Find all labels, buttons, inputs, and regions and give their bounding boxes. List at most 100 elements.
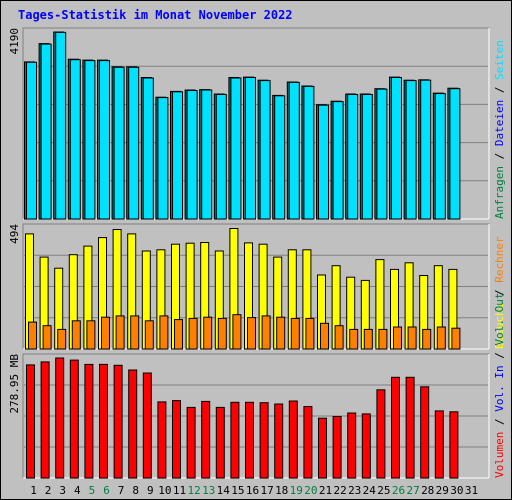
bar-volumen-day-22 — [332, 416, 342, 479]
bar-dateien-day-10 — [157, 97, 169, 220]
bar-volumen-day-26 — [391, 376, 400, 479]
bar-rechner-day-16 — [247, 317, 256, 350]
bar-volumen-day-25 — [376, 389, 386, 479]
bar-dateien-day-8 — [128, 66, 140, 220]
bar-rechner-day-14 — [217, 317, 227, 350]
x-tick-label-day-23: 23 — [348, 484, 361, 497]
legend-entry: Vol. Out — [493, 293, 506, 346]
chart-title: Tages-Statistik im Monat November 2022 — [18, 8, 293, 22]
bar-rechner-day-18 — [276, 316, 286, 350]
bar-volumen-day-2 — [40, 361, 50, 479]
x-tick-label-day-9: 9 — [147, 484, 154, 497]
x-axis-labels: 1 2 3 4 5 6 7 8 9 10 11 12 13 14 15 16 17 18 19 20 21 22 23 24 2… — [30, 484, 478, 497]
x-tick-label-day-13: 13 — [202, 484, 215, 497]
bar-rechner-day-8 — [130, 315, 140, 350]
bar-rechner-day-4 — [71, 320, 81, 350]
legend-entry: / — [493, 412, 506, 432]
bar-volumen-day-12 — [186, 406, 196, 479]
legend-volume: Volumen / Vol. In / Vol. Out — [493, 293, 506, 478]
x-tick-label-day-31: 31 — [465, 484, 478, 497]
x-tick-label-day-17: 17 — [260, 484, 273, 497]
bar-dateien-day-26 — [391, 77, 402, 220]
bar-rechner-day-25 — [378, 328, 388, 350]
y-max-label-volume: 278.95 MB — [8, 354, 21, 414]
bar-rechner-day-29 — [436, 326, 446, 350]
bar-rechner-day-21 — [320, 322, 329, 350]
bar-dateien-day-17 — [259, 80, 271, 220]
series-rechner — [28, 314, 461, 350]
x-tick-label-day-25: 25 — [377, 484, 390, 497]
bar-dateien-day-27 — [405, 80, 417, 220]
bar-rechner-day-7 — [115, 315, 125, 350]
bar-volumen-day-6 — [99, 363, 108, 479]
y-max-label-hits: 4190 — [8, 28, 21, 55]
bar-dateien-day-30 — [449, 88, 461, 220]
bar-volumen-day-1 — [26, 364, 35, 479]
series-volumen — [26, 357, 459, 479]
legend-entry: Volumen — [493, 432, 506, 478]
bar-volumen-day-15 — [230, 401, 240, 479]
bar-dateien-day-1 — [26, 61, 37, 220]
legend-visits: Besuche / Rechner — [493, 236, 506, 349]
bar-dateien-day-13 — [201, 89, 213, 220]
bar-volumen-day-21 — [318, 417, 327, 479]
bar-rechner-day-2 — [42, 325, 52, 350]
x-tick-label-day-20: 20 — [304, 484, 317, 497]
x-tick-label-day-29: 29 — [436, 484, 449, 497]
x-tick-label-day-27: 27 — [406, 484, 419, 497]
bar-dateien-day-11 — [172, 91, 183, 220]
bar-dateien-day-9 — [142, 77, 154, 220]
bar-rechner-day-13 — [203, 316, 213, 350]
x-tick-label-day-6: 6 — [103, 484, 110, 497]
bar-volumen-day-29 — [434, 410, 444, 479]
bar-volumen-day-23 — [347, 412, 357, 479]
bar-volumen-day-10 — [157, 401, 167, 479]
bar-volumen-day-14 — [215, 406, 225, 479]
x-tick-label-day-15: 15 — [231, 484, 244, 497]
panel-volume: 278.95 MB Volumen / Vol. In / Vol. Out — [8, 293, 506, 479]
bar-rechner-day-19 — [290, 317, 300, 350]
bar-dateien-day-6 — [99, 60, 110, 220]
x-tick-label-day-26: 26 — [392, 484, 405, 497]
bar-dateien-day-23 — [347, 94, 359, 220]
bar-dateien-day-21 — [318, 104, 329, 220]
x-tick-label-day-8: 8 — [132, 484, 139, 497]
x-tick-label-day-19: 19 — [290, 484, 303, 497]
bar-volumen-day-3 — [55, 357, 65, 479]
bar-rechner-day-5 — [86, 320, 96, 350]
legend-entry: / — [493, 80, 506, 100]
y-max-label-visits: 494 — [8, 224, 21, 244]
x-tick-label-day-16: 16 — [246, 484, 259, 497]
x-tick-label-day-1: 1 — [30, 484, 37, 497]
x-tick-label-day-5: 5 — [89, 484, 96, 497]
legend-entry: Anfragen — [493, 166, 506, 219]
bar-dateien-day-15 — [230, 77, 242, 220]
x-tick-label-day-11: 11 — [173, 484, 186, 497]
x-tick-label-day-4: 4 — [74, 484, 81, 497]
bar-dateien-day-4 — [69, 59, 81, 220]
bar-dateien-day-14 — [215, 94, 227, 220]
bar-dateien-day-24 — [361, 94, 373, 220]
bar-volumen-day-4 — [69, 359, 79, 479]
bar-dateien-day-3 — [55, 31, 67, 220]
bar-dateien-day-12 — [186, 90, 198, 220]
bar-volumen-day-7 — [113, 364, 123, 479]
bar-rechner-day-27 — [407, 326, 417, 350]
bar-dateien-day-22 — [332, 101, 344, 220]
bar-dateien-day-20 — [303, 85, 315, 220]
bar-dateien-day-16 — [245, 77, 256, 220]
bar-dateien-day-5 — [84, 60, 96, 220]
panel-visits: 494 Besuche / Rechner — [8, 223, 506, 350]
legend-entry: / — [493, 346, 506, 366]
bar-rechner-day-6 — [101, 316, 110, 350]
bar-rechner-day-10 — [159, 315, 169, 350]
bar-rechner-day-9 — [144, 320, 154, 350]
legend-entry: / — [493, 283, 506, 303]
bar-rechner-day-12 — [188, 317, 198, 350]
legend-entry: Vol. In — [493, 365, 506, 411]
series-besuche — [25, 228, 458, 350]
bar-rechner-day-1 — [28, 321, 37, 350]
bar-volumen-day-11 — [172, 400, 181, 479]
panel-hits: 4190 Anfragen / Dateien / Seiten — [8, 27, 506, 220]
